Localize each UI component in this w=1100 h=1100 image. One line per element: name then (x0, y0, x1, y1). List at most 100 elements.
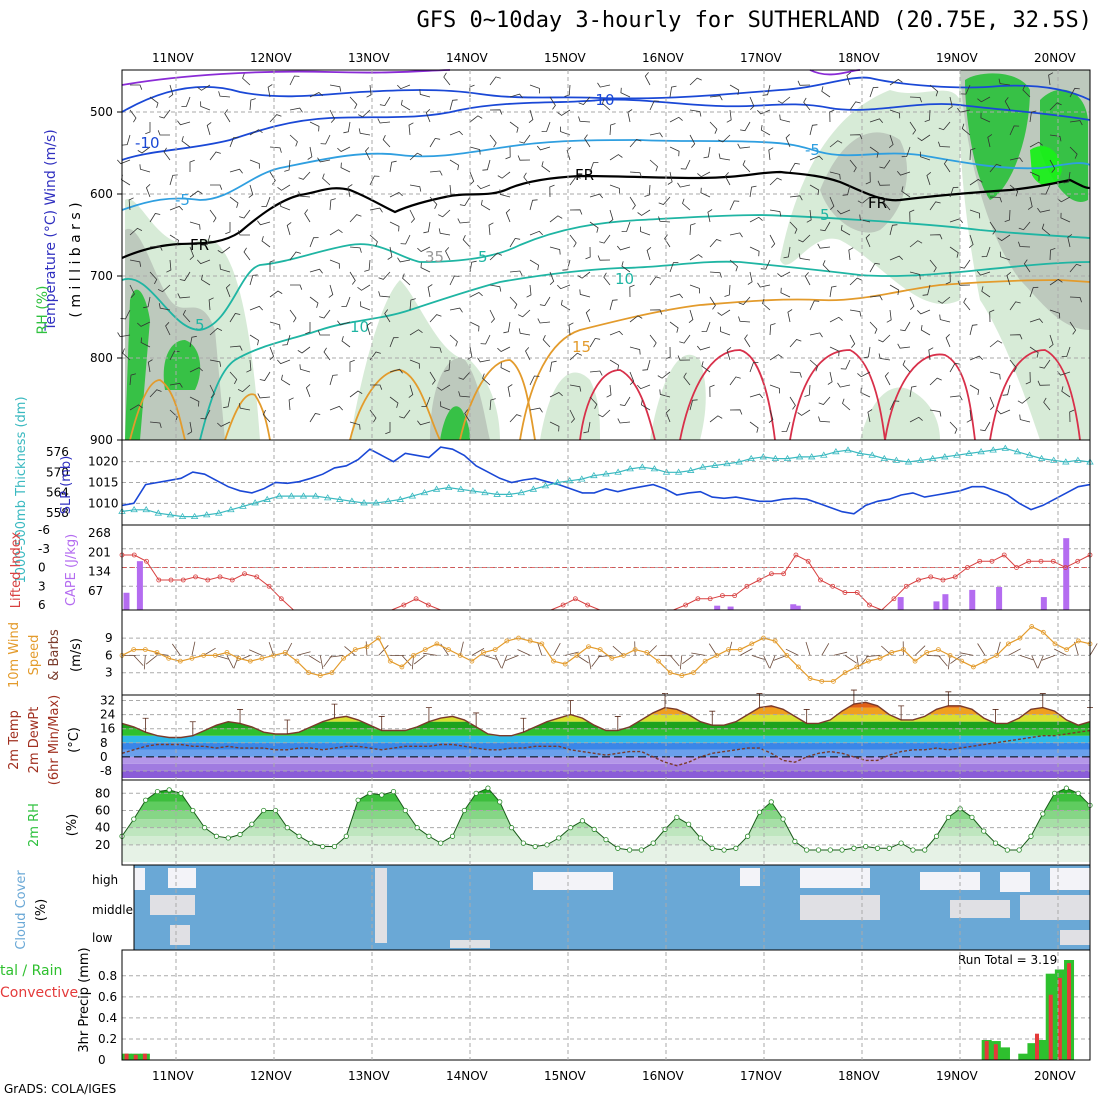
wind-barb (449, 130, 463, 136)
wind-barb (619, 396, 631, 407)
lifted-index-marker (756, 577, 762, 583)
wind-barb (608, 209, 614, 224)
date-label-bottom: 16NOV (642, 1069, 684, 1083)
wind-barb (129, 259, 142, 267)
thickness-marker (904, 458, 913, 465)
wind-barb (909, 209, 915, 223)
wind-barb (769, 209, 782, 217)
wind-barb (780, 287, 791, 298)
wind-barb (557, 109, 571, 116)
wind-barb (349, 96, 358, 109)
wind-barb (177, 120, 191, 126)
wind-barb (525, 347, 531, 361)
wind-barb (169, 174, 178, 186)
wind-barb (249, 274, 258, 286)
wind-barb (189, 221, 201, 230)
wind-barb (229, 137, 239, 148)
wind-barb (157, 284, 171, 293)
slp-tick-label: 1010 (88, 496, 119, 510)
wind-barb (804, 272, 811, 286)
wind-barb (369, 207, 383, 213)
wind-barb (1029, 110, 1037, 123)
cloud-patch (920, 872, 980, 890)
wind-barb (482, 159, 491, 171)
rh-marker (438, 840, 444, 846)
wind-barb (629, 284, 635, 298)
precip-panel: 0.8 0.6 0.4 0.2 0 Run Total = 3.19 (98, 949, 1091, 1067)
wind-barb (709, 415, 723, 423)
wind-barb (901, 146, 911, 158)
wind-barb (569, 176, 581, 186)
thickness-marker (275, 492, 284, 499)
wind-barb (429, 170, 443, 176)
rh-marker (190, 807, 196, 814)
wind-panel: 9 6 3 (105, 609, 1098, 696)
wind-barb (208, 297, 214, 311)
thickness-marker (263, 495, 271, 502)
wind-speed-marker (527, 638, 533, 644)
wind-barb (597, 255, 611, 261)
minmax-bar (756, 693, 763, 708)
wind-barb (709, 121, 718, 134)
wind-speed-marker (935, 647, 941, 653)
cape-bar (1040, 597, 1047, 610)
wind-barb (329, 374, 338, 386)
thickness-marker (686, 466, 695, 473)
temp-tick-label: 16 (100, 722, 115, 736)
date-label-bottom: 15NOV (544, 1069, 586, 1083)
wind-barb (629, 346, 641, 355)
precip-convective-bar (984, 1041, 989, 1060)
wind-barb (166, 259, 172, 273)
wind-barb (169, 234, 179, 246)
wind-barb (509, 270, 523, 276)
wind-barb (846, 71, 852, 86)
thickness-tick-label: 576 (46, 445, 69, 459)
cloud-patch (168, 868, 196, 888)
precip-tick-label: 0.8 (98, 969, 117, 983)
wind-barb (249, 98, 256, 111)
wind-barb (1022, 85, 1031, 98)
wind-barb (344, 646, 356, 656)
wind-barb (640, 226, 651, 236)
thickness-marker (735, 458, 743, 465)
rh-tick-label: 40 (95, 821, 110, 835)
thickness-marker (311, 492, 320, 499)
thickness-marker (989, 446, 997, 453)
precip-tick-label: 0.6 (98, 990, 117, 1004)
wind-barb (738, 316, 751, 323)
wind-speed-marker (516, 635, 521, 641)
rh-marker (863, 843, 869, 850)
wind-barb (724, 284, 731, 297)
wind-speed-marker (1005, 641, 1011, 647)
wind-barb (480, 199, 491, 211)
wind-barb (337, 320, 351, 326)
wind-barb (805, 641, 811, 656)
wind-barb (557, 284, 571, 290)
wind-speed-marker (364, 644, 370, 650)
wind-barb (1060, 212, 1071, 223)
wind-barb (1009, 184, 1019, 197)
wind-barb (249, 649, 263, 656)
thickness-marker (408, 492, 417, 499)
wind-barb (133, 655, 144, 666)
rh-marker (792, 838, 798, 844)
wind-barb (762, 298, 771, 311)
wind-barb (429, 314, 442, 323)
slp-line (121, 446, 1091, 515)
rh-marker (544, 842, 550, 848)
wind-barb (379, 96, 391, 107)
wind-barb (449, 334, 458, 347)
wind-barb (505, 655, 519, 661)
wind-barb (578, 96, 591, 105)
wind-barb (289, 75, 300, 86)
wind-barb (305, 322, 311, 335)
wind-barb (1018, 241, 1031, 248)
wind-barb (537, 318, 551, 324)
wind-barb (497, 346, 511, 352)
wind-barb (569, 384, 582, 392)
thickness-marker (505, 490, 513, 497)
wind-barb (329, 109, 335, 123)
wind-barb (976, 270, 991, 276)
wind-barb (457, 218, 471, 224)
wind-barb (909, 296, 915, 310)
